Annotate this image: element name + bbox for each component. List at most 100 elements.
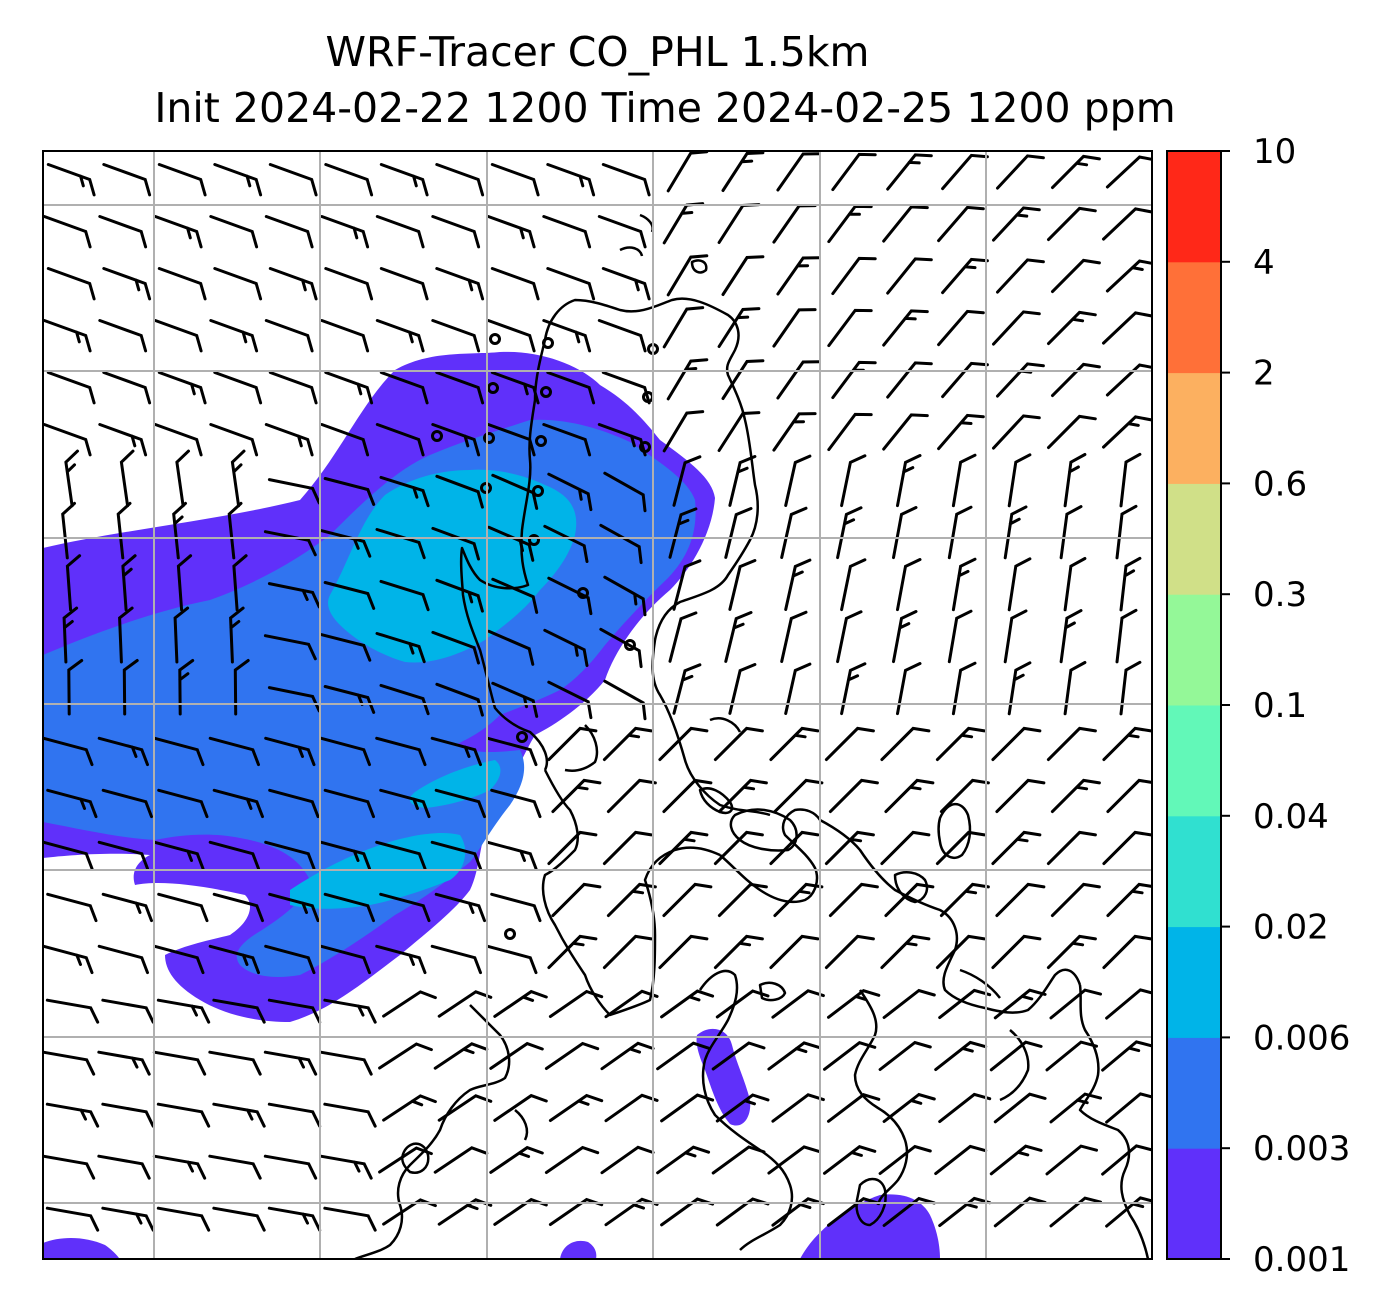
wind-barb: [1063, 453, 1087, 508]
wind-barb: [102, 267, 152, 301]
wind-barb: [213, 267, 263, 301]
wind-barb: [121, 554, 137, 612]
wind-barb: [208, 840, 260, 871]
wind-barb: [827, 1093, 881, 1123]
wind-barb: [880, 726, 931, 762]
wind-barb: [324, 163, 374, 197]
wind-barb: [544, 1145, 600, 1174]
wind-barb: [435, 267, 485, 301]
wind-barb: [173, 606, 190, 664]
wind-barb: [1102, 311, 1152, 345]
wind-barb: [45, 998, 100, 1024]
wind-barb: [267, 582, 321, 609]
wind-barb: [1063, 557, 1087, 612]
gridlines: [43, 151, 1152, 1259]
wind-barb: [1051, 362, 1101, 398]
wind-barb: [375, 319, 425, 353]
wind-barb: [491, 681, 539, 718]
wind-barb: [597, 215, 647, 249]
colorbar-tick-label: 0.6: [1253, 464, 1307, 504]
wind-barb: [995, 778, 1046, 814]
wind-barb: [1049, 1196, 1102, 1228]
wind-barb: [1007, 453, 1032, 508]
wind-barb: [319, 944, 371, 975]
wind-barb: [157, 163, 207, 197]
wind-barb: [176, 554, 193, 612]
wind-barb: [601, 267, 651, 301]
wind-barb: [951, 661, 977, 716]
wind-barb: [208, 1050, 262, 1076]
wind-barb: [599, 523, 643, 565]
wind-barb: [771, 989, 825, 1019]
wind-barb: [831, 152, 877, 192]
wind-barb: [323, 1206, 377, 1232]
wind-barb: [939, 778, 990, 814]
wind-barb: [320, 423, 370, 457]
wind-barb: [229, 606, 245, 664]
wind-barb: [1102, 415, 1152, 449]
wind-barb: [776, 152, 821, 192]
wind-barb: [991, 830, 1042, 866]
wind-barb: [375, 423, 425, 457]
wind-barb: [836, 610, 863, 664]
wind-barb: [780, 506, 808, 559]
wind-barb: [1047, 310, 1097, 346]
wind-barb: [666, 254, 709, 297]
wind-barb: [379, 371, 429, 405]
colorbar-tick-label: 0.3: [1253, 575, 1307, 615]
wind-barb: [175, 449, 190, 508]
wind-barb: [435, 682, 484, 717]
wind-barb: [600, 1145, 655, 1175]
wind-barb: [102, 163, 152, 197]
wind-barb: [230, 449, 246, 508]
station-marker: [489, 333, 501, 345]
wind-barb: [324, 267, 374, 301]
wind-barb: [884, 778, 935, 814]
wind-barb: [486, 215, 536, 249]
wind-barb: [375, 215, 425, 249]
wind-barb: [1115, 504, 1138, 560]
wind-barb: [939, 882, 990, 918]
wind-barb: [721, 151, 765, 192]
wind-barb: [728, 663, 757, 715]
wind-barb: [993, 988, 1047, 1020]
wind-barb: [1101, 1040, 1152, 1072]
wind-barb: [98, 215, 148, 249]
colorbar-tick-label: 10: [1253, 132, 1296, 172]
contour-level-0.006-strip: [409, 760, 501, 808]
wind-barb: [1102, 934, 1152, 970]
wind-barb: [717, 778, 768, 814]
wind-barb: [153, 215, 203, 249]
wind-barb: [776, 256, 821, 296]
wind-barb: [882, 205, 929, 243]
wind-barb: [597, 319, 647, 353]
contour-level-0.001-isle: [696, 1028, 751, 1126]
colorbar-tick-label: 0.02: [1253, 908, 1329, 948]
wind-barb: [711, 1041, 766, 1071]
coastline-ne: [893, 871, 929, 904]
wind-barb: [213, 163, 263, 197]
wind-barb: [601, 371, 651, 405]
wind-barb: [668, 611, 698, 663]
wind-barb: [882, 413, 929, 451]
wind-barb: [267, 478, 321, 505]
station-marker: [542, 337, 554, 349]
contour-level-0.001-sw: [560, 1240, 597, 1259]
wind-barb: [379, 683, 430, 716]
wind-barb: [375, 944, 427, 975]
wind-barb: [658, 830, 709, 866]
wind-barb: [542, 319, 592, 353]
wind-barb: [995, 882, 1046, 918]
wind-barb: [672, 559, 702, 611]
wind-barb: [264, 215, 314, 249]
wind-barb: [713, 830, 764, 866]
wind-barb: [319, 736, 371, 767]
colorbar-tick-label: 2: [1253, 354, 1275, 394]
wind-barb: [773, 778, 824, 814]
wind-barb: [1007, 661, 1032, 716]
wind-barb: [375, 632, 426, 664]
wind-barb: [490, 892, 542, 923]
wind-barb: [323, 892, 375, 923]
wind-barb: [233, 659, 250, 716]
wind-barb: [776, 360, 821, 400]
